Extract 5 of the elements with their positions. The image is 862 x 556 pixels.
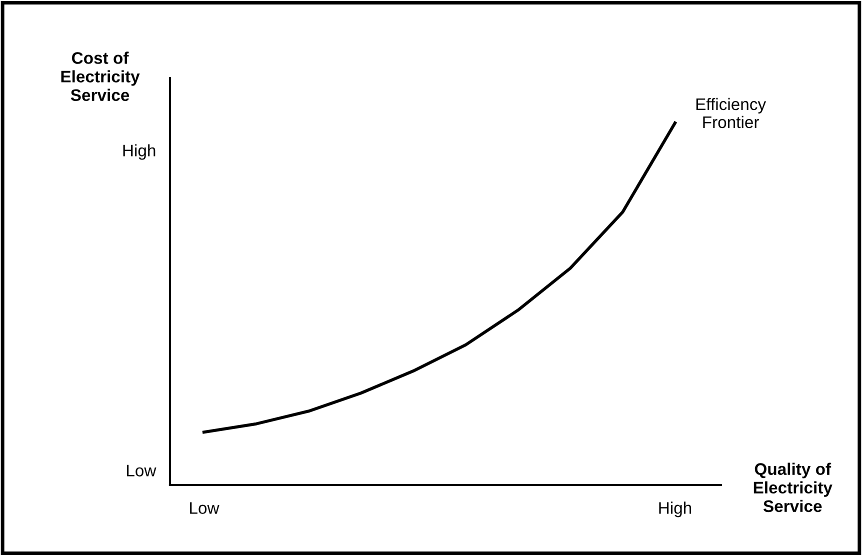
y-axis-title: Cost of Electricity Service xyxy=(61,52,140,102)
text: High xyxy=(123,144,156,160)
annotation: Efficiency Frontier xyxy=(696,98,766,128)
text: Low xyxy=(127,464,156,476)
x-axis-title: Quality of Electricity Service xyxy=(754,462,832,512)
